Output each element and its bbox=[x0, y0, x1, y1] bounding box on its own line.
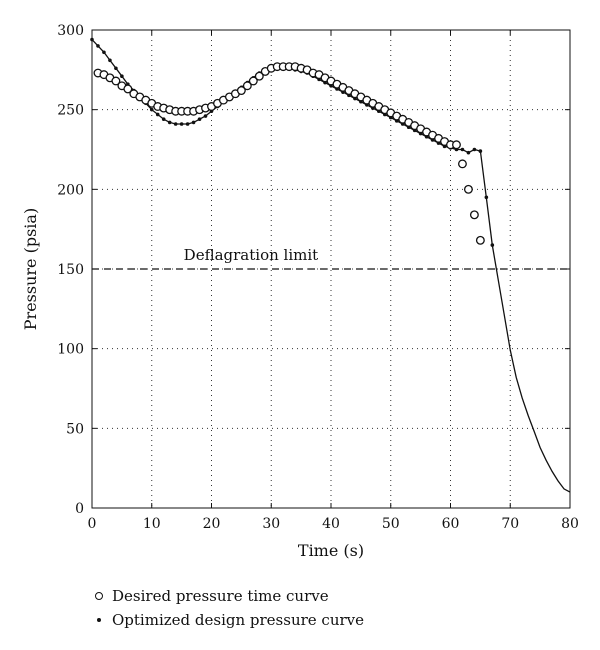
x-tick-label: 0 bbox=[88, 516, 97, 532]
y-tick-label: 0 bbox=[75, 501, 84, 517]
optimized-point bbox=[96, 44, 100, 48]
optimized-point bbox=[491, 243, 495, 247]
legend-label-optimized: Optimized design pressure curve bbox=[112, 608, 364, 632]
circle-marker-icon bbox=[92, 592, 106, 600]
deflagration-limit-label: Deflagration limit bbox=[184, 246, 319, 264]
optimized-point bbox=[461, 148, 465, 152]
x-axis-label: Time (s) bbox=[298, 541, 364, 560]
optimized-point bbox=[180, 122, 184, 126]
optimized-point bbox=[192, 121, 196, 125]
optimized-point bbox=[108, 58, 112, 62]
optimized-point bbox=[120, 74, 124, 78]
optimized-point bbox=[186, 122, 190, 126]
y-tick-label: 150 bbox=[57, 262, 84, 278]
x-tick-label: 50 bbox=[382, 516, 400, 532]
desired-point bbox=[471, 211, 479, 219]
plot-frame bbox=[92, 30, 570, 508]
y-tick-label: 250 bbox=[57, 103, 84, 119]
optimized-point bbox=[156, 113, 160, 117]
legend: Desired pressure time curve Optimized de… bbox=[92, 584, 364, 632]
y-tick-label: 300 bbox=[57, 23, 84, 39]
optimized-point bbox=[204, 114, 208, 118]
y-tick-label: 100 bbox=[57, 342, 84, 358]
axis-ticks: 0 10 20 30 40 50 60 70 80 0 50 100 150 200 250 300 bbox=[57, 23, 579, 532]
x-tick-label: 60 bbox=[442, 516, 460, 532]
desired-point bbox=[477, 237, 485, 245]
x-tick-label: 70 bbox=[501, 516, 519, 532]
dot-marker-icon bbox=[92, 618, 106, 622]
optimized-point bbox=[114, 66, 118, 70]
optimized-point bbox=[150, 108, 154, 112]
optimized-point bbox=[90, 38, 94, 42]
y-tick-label: 200 bbox=[57, 182, 84, 198]
y-tick-label: 50 bbox=[66, 421, 84, 437]
optimized-point bbox=[102, 51, 106, 55]
legend-item-desired: Desired pressure time curve bbox=[92, 584, 364, 608]
x-tick-label: 40 bbox=[322, 516, 340, 532]
desired-point bbox=[465, 186, 473, 194]
desired-curve-points bbox=[94, 63, 484, 244]
y-axis-label: Pressure (psia) bbox=[21, 208, 40, 330]
optimized-point bbox=[479, 149, 483, 153]
optimized-point bbox=[485, 196, 489, 200]
optimized-point bbox=[168, 121, 172, 125]
optimized-point bbox=[473, 148, 477, 152]
desired-point bbox=[459, 160, 467, 168]
legend-item-optimized: Optimized design pressure curve bbox=[92, 608, 364, 632]
x-tick-label: 30 bbox=[262, 516, 280, 532]
x-tick-label: 20 bbox=[203, 516, 221, 532]
grid-lines bbox=[92, 30, 570, 508]
pressure-chart: 0 10 20 30 40 50 60 70 80 0 50 100 150 200 250 300 Defl… bbox=[0, 0, 600, 580]
x-tick-label: 80 bbox=[561, 516, 579, 532]
desired-point bbox=[453, 141, 461, 149]
optimized-point bbox=[467, 151, 471, 155]
optimized-point bbox=[174, 122, 178, 126]
x-tick-label: 10 bbox=[143, 516, 161, 532]
optimized-point bbox=[162, 117, 166, 121]
optimized-point bbox=[198, 117, 202, 121]
legend-label-desired: Desired pressure time curve bbox=[112, 584, 329, 608]
